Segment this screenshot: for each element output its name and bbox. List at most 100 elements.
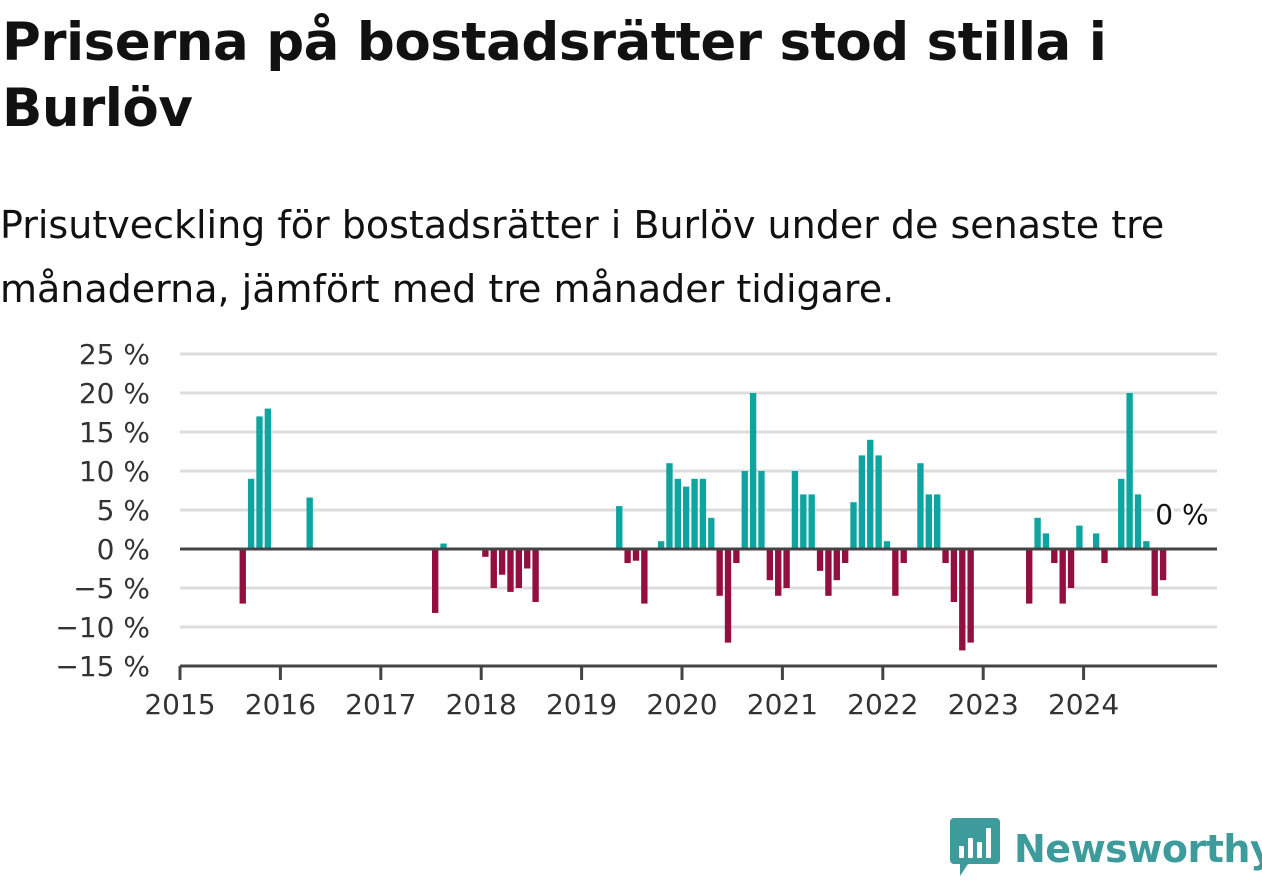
x-tick-label: 2019 [546, 688, 617, 721]
x-tick-label: 2018 [446, 688, 517, 721]
bar [766, 549, 774, 581]
x-axis: 2015 2016 2017 2018 2019 2020 2021 2022 2023 2024 [144, 666, 1119, 721]
bar [875, 455, 882, 549]
bar [699, 478, 707, 549]
bar [264, 408, 272, 549]
bar [934, 494, 941, 549]
bar [1042, 533, 1050, 549]
bar [816, 549, 824, 571]
bar [239, 549, 246, 604]
brand-name: Newsworthy [1014, 827, 1262, 871]
bar [775, 549, 782, 596]
bar [306, 497, 313, 549]
bar [959, 549, 966, 651]
bar [925, 494, 932, 549]
x-tick-label: 2017 [345, 688, 416, 721]
bar [1092, 533, 1100, 549]
bar [1034, 517, 1041, 549]
bar [683, 486, 690, 549]
bar [850, 502, 857, 549]
bar [515, 549, 523, 588]
bar [490, 549, 497, 588]
bar [1059, 549, 1066, 604]
bar [1101, 549, 1108, 564]
annotations: 0 % [1152, 495, 1211, 534]
bar [632, 549, 640, 561]
bar [641, 549, 648, 604]
y-tick-label: 25 % [79, 338, 150, 371]
x-tick-label: 2022 [847, 688, 918, 721]
y-tick-label: 0 % [97, 533, 150, 566]
y-tick-label: 20 % [79, 377, 150, 410]
bar [741, 471, 748, 549]
bar [724, 549, 732, 643]
bar [858, 455, 866, 549]
bar [532, 549, 539, 603]
y-tick-label: −5 % [73, 572, 150, 605]
bar [808, 494, 815, 549]
chart-title: Priserna på bostadsrätter stod stilla i … [2, 12, 1107, 139]
bar [1026, 549, 1033, 604]
bar [1126, 393, 1133, 549]
bar [1118, 478, 1125, 549]
x-tick-label: 2015 [144, 688, 215, 721]
bar [616, 506, 623, 549]
bar [841, 549, 849, 564]
chart-subtitle: Prisutveckling för bostadsrätter i Burlö… [0, 203, 1165, 311]
y-axis: 25 % 20 % 15 % 10 % 5 % 0 % −5 % −10 % −15 % [55, 338, 150, 683]
grid-lines [180, 352, 1217, 629]
bar [708, 517, 715, 549]
brand: Newsworthy [950, 818, 1262, 880]
bar [1143, 541, 1150, 549]
bar [900, 549, 907, 564]
bar [691, 478, 698, 549]
bar [967, 549, 974, 643]
bar [825, 549, 832, 596]
bar [624, 549, 631, 564]
bar [524, 549, 531, 569]
bar [657, 541, 665, 549]
last-value-label: 0 % [1155, 498, 1208, 531]
y-tick-label: −10 % [55, 611, 150, 644]
bar [507, 549, 514, 592]
y-tick-label: 5 % [97, 494, 150, 527]
bar [749, 393, 757, 549]
bar [833, 549, 840, 581]
bar-chart: 25 % 20 % 15 % 10 % 5 % 0 % −5 % −10 % −15 % 201… [55, 338, 1217, 721]
bar [950, 549, 958, 603]
bar [1076, 525, 1083, 549]
bar [867, 439, 874, 549]
bar [1067, 549, 1075, 588]
bar [758, 471, 765, 549]
bar [892, 549, 899, 596]
bar [942, 549, 949, 564]
bar [666, 463, 673, 549]
y-tick-label: −15 % [55, 650, 150, 683]
y-tick-label: 10 % [79, 455, 150, 488]
bar [1159, 549, 1167, 581]
bar [733, 549, 740, 564]
bar [440, 543, 447, 549]
bar [482, 549, 489, 557]
x-tick-label: 2021 [747, 688, 818, 721]
bar [783, 549, 790, 588]
bar [1151, 549, 1158, 596]
bar [674, 478, 681, 549]
x-tick-label: 2020 [646, 688, 717, 721]
bar [432, 549, 439, 613]
x-tick-label: 2016 [245, 688, 316, 721]
bar [256, 416, 263, 549]
x-tick-label: 2023 [948, 688, 1019, 721]
bar [1051, 549, 1058, 564]
bar [247, 478, 255, 549]
x-tick-label: 2024 [1048, 688, 1119, 721]
axes [180, 547, 1217, 668]
bar [791, 471, 799, 549]
bars [239, 393, 1167, 651]
y-tick-label: 15 % [79, 416, 150, 449]
newsworthy-logo-icon [950, 818, 1000, 876]
bar [800, 494, 807, 549]
bar [1134, 494, 1142, 549]
bar [883, 541, 891, 549]
bar [917, 463, 924, 549]
